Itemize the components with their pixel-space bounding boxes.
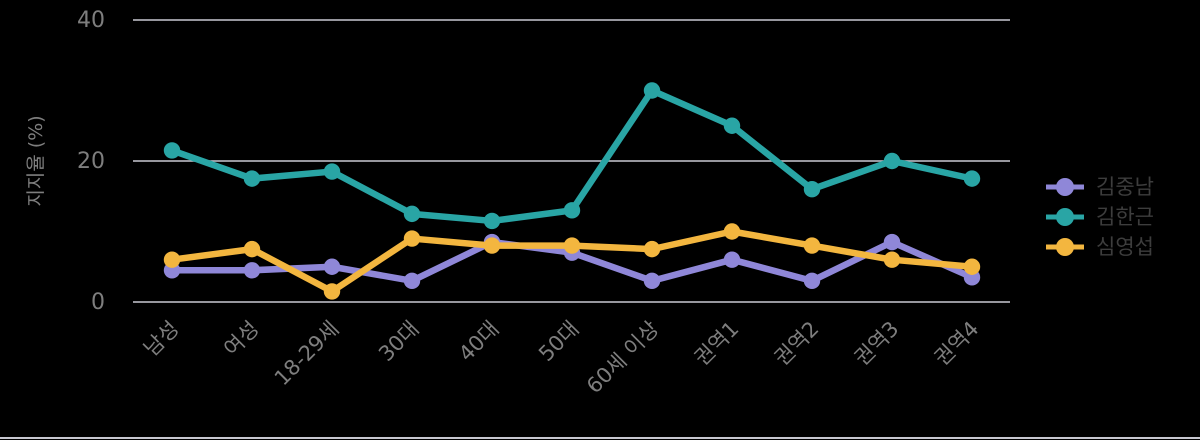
data-point-marker-2-1 <box>243 240 261 258</box>
data-point-marker-1-8 <box>803 181 821 198</box>
bottom-divider <box>0 437 1200 439</box>
legend-swatch-marker-1 <box>1056 208 1074 226</box>
y-tick-label: 0 <box>91 290 105 315</box>
x-tick-label: 60세 이상 <box>582 317 664 399</box>
data-point-marker-2-3 <box>403 230 421 247</box>
x-tick-label: 남성 <box>139 317 183 361</box>
data-point-marker-2-5 <box>563 237 581 254</box>
data-point-marker-2-9 <box>883 251 901 268</box>
data-point-marker-0-8 <box>803 272 821 290</box>
data-point-marker-2-8 <box>803 237 821 254</box>
x-tick-label: 권역2 <box>770 317 824 371</box>
series-line-1 <box>168 87 976 225</box>
x-tick-label: 50대 <box>534 317 584 367</box>
legend-label-1: 김한근 <box>1096 205 1154 229</box>
data-point-marker-1-2 <box>323 163 341 180</box>
data-point-marker-1-6 <box>643 82 661 99</box>
data-point-marker-1-5 <box>563 202 581 219</box>
data-point-marker-2-2 <box>323 283 341 300</box>
data-point-marker-1-10 <box>963 170 981 187</box>
x-tick-label: 권역4 <box>930 317 984 371</box>
data-point-marker-2-4 <box>483 237 501 254</box>
data-point-marker-0-1 <box>243 262 261 279</box>
data-point-marker-0-2 <box>323 258 341 275</box>
data-point-marker-1-1 <box>243 170 261 187</box>
legend-swatch-marker-0 <box>1056 178 1074 196</box>
legend-label-0: 김중남 <box>1096 175 1154 199</box>
data-point-marker-1-0 <box>163 142 181 159</box>
x-tick-label: 권역3 <box>850 317 904 371</box>
data-point-marker-2-6 <box>643 240 661 258</box>
data-point-marker-2-7 <box>723 223 741 240</box>
data-point-marker-0-3 <box>403 272 421 290</box>
y-tick-label: 20 <box>77 149 105 174</box>
x-tick-label: 여성 <box>219 317 263 361</box>
data-point-marker-1-9 <box>883 152 901 170</box>
x-tick-label: 18-29세 <box>270 317 344 391</box>
data-point-marker-2-10 <box>963 258 981 275</box>
data-point-marker-0-6 <box>643 272 661 290</box>
data-point-marker-0-9 <box>883 233 901 251</box>
data-point-marker-0-7 <box>723 251 741 268</box>
x-tick-label: 권역1 <box>690 317 744 371</box>
y-axis-label: 지지율 (%) <box>25 115 47 206</box>
legend-label-2: 심영섭 <box>1096 235 1154 259</box>
x-tick-label: 40대 <box>454 317 504 367</box>
legend-swatch-marker-2 <box>1056 238 1074 256</box>
data-point-marker-1-7 <box>723 117 741 134</box>
data-point-marker-1-4 <box>483 212 501 230</box>
y-tick-label: 40 <box>77 8 105 33</box>
data-point-marker-1-3 <box>403 205 421 223</box>
data-point-marker-2-0 <box>163 251 181 268</box>
x-tick-label: 30대 <box>374 317 424 367</box>
